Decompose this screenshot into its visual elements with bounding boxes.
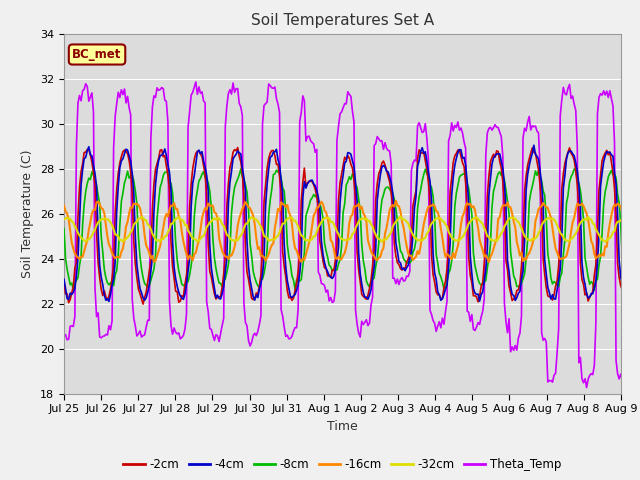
Line: -32cm: -32cm <box>64 216 640 242</box>
-8cm <box>591 288 598 293</box>
-32cm <box>378 239 386 245</box>
-2cm <box>575 205 582 211</box>
Theta_Temp <box>367 302 375 308</box>
-8cm <box>572 168 580 173</box>
-8cm <box>99 250 107 255</box>
-4cm <box>367 287 375 292</box>
-8cm <box>483 265 491 271</box>
-4cm <box>530 143 538 148</box>
-32cm <box>99 216 107 222</box>
Theta_Temp <box>80 86 88 92</box>
-2cm <box>369 263 376 269</box>
-32cm <box>80 238 88 243</box>
-8cm <box>365 284 373 290</box>
-16cm <box>575 202 582 208</box>
-8cm <box>60 226 68 231</box>
Line: -16cm: -16cm <box>64 201 640 262</box>
-16cm <box>485 259 493 265</box>
Text: BC_met: BC_met <box>72 48 122 61</box>
-16cm <box>486 253 494 259</box>
-2cm <box>234 144 241 150</box>
-2cm <box>99 293 107 299</box>
-16cm <box>365 243 373 249</box>
-2cm <box>140 301 147 307</box>
Title: Soil Temperatures Set A: Soil Temperatures Set A <box>251 13 434 28</box>
Line: Theta_Temp: Theta_Temp <box>64 82 640 387</box>
-32cm <box>486 237 494 242</box>
Theta_Temp <box>573 144 581 149</box>
Theta_Temp <box>485 126 493 132</box>
-4cm <box>80 156 88 162</box>
-32cm <box>575 223 582 228</box>
Line: -8cm: -8cm <box>64 168 640 290</box>
-4cm <box>105 299 113 304</box>
Y-axis label: Soil Temperature (C): Soil Temperature (C) <box>22 149 35 278</box>
-2cm <box>486 159 494 165</box>
Line: -4cm: -4cm <box>64 145 640 301</box>
-8cm <box>80 202 88 207</box>
Line: -2cm: -2cm <box>64 147 640 304</box>
-4cm <box>485 192 493 198</box>
Theta_Temp <box>60 333 68 339</box>
-4cm <box>60 276 68 282</box>
-16cm <box>392 198 400 204</box>
-4cm <box>575 182 582 188</box>
-32cm <box>60 216 68 222</box>
-16cm <box>60 203 68 208</box>
X-axis label: Time: Time <box>327 420 358 432</box>
Theta_Temp <box>99 334 107 339</box>
-2cm <box>80 150 88 156</box>
Legend: -2cm, -4cm, -8cm, -16cm, -32cm, Theta_Temp: -2cm, -4cm, -8cm, -16cm, -32cm, Theta_Te… <box>118 454 566 476</box>
Theta_Temp <box>583 384 591 390</box>
-2cm <box>60 279 68 285</box>
Theta_Temp <box>192 79 200 85</box>
-32cm <box>397 214 404 219</box>
-4cm <box>99 282 107 288</box>
-16cm <box>99 206 107 212</box>
-32cm <box>365 218 373 224</box>
-16cm <box>80 248 88 254</box>
